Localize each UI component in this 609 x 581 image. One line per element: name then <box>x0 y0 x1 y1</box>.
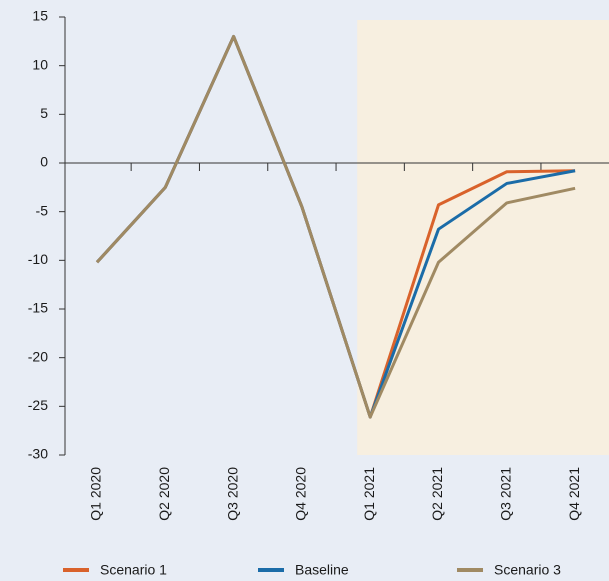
x-tick-label: Q3 2021 <box>498 467 514 521</box>
x-tick-label: Q1 2021 <box>361 467 377 521</box>
y-tick-label: -15 <box>28 300 48 316</box>
y-tick-label: -20 <box>28 348 48 364</box>
y-tick-label: -25 <box>28 397 48 413</box>
x-tick-label: Q1 2020 <box>88 467 104 521</box>
x-tick-label: Q3 2020 <box>224 467 240 521</box>
legend-label: Scenario 1 <box>100 562 167 578</box>
forecast-shade <box>357 20 609 455</box>
legend-label: Scenario 3 <box>494 562 561 578</box>
y-tick-label: -30 <box>28 446 48 462</box>
x-tick-label: Q4 2021 <box>566 467 582 521</box>
y-tick-label: 15 <box>32 8 48 24</box>
y-tick-label: -10 <box>28 251 48 267</box>
y-tick-label: 10 <box>32 56 48 72</box>
y-tick-label: 5 <box>40 105 48 121</box>
x-tick-label: Q2 2021 <box>429 467 445 521</box>
x-tick-label: Q4 2020 <box>293 467 309 521</box>
y-tick-label: 0 <box>40 154 48 170</box>
legend-label: Baseline <box>295 562 349 578</box>
x-tick-label: Q2 2020 <box>156 467 172 521</box>
line <box>95 34 576 419</box>
y-tick-label: -5 <box>36 202 49 218</box>
